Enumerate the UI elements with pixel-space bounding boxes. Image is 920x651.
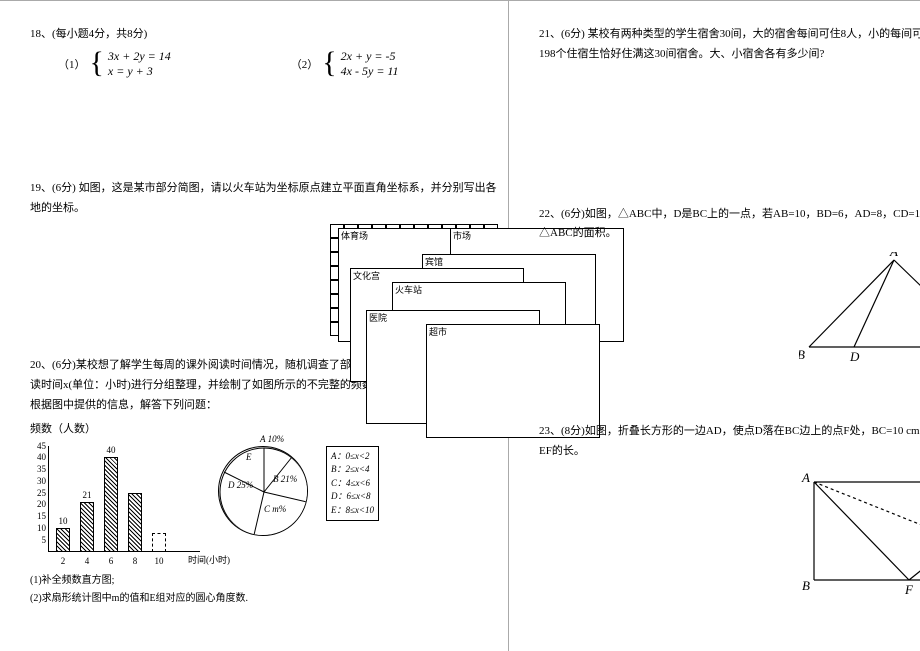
svg-text:A: A: [801, 470, 810, 485]
q19-text: 19、(6分) 如图，这是某市部分简图，请以火车站为坐标原点建立平面直角坐标系，…: [30, 179, 498, 219]
pie-C-label: C m%: [264, 504, 286, 514]
q20-sub2: (2)求扇形统计图中m的值和E组对应的圆心角度数.: [30, 590, 498, 608]
svg-text:D: D: [849, 349, 860, 362]
q18-equations: （1） { 3x + 2y = 14 x = y + 3 （2） { 2x + …: [30, 49, 498, 79]
ytick-label: 10: [37, 523, 46, 533]
svg-text:A: A: [889, 252, 898, 259]
xtick-label: 2: [61, 556, 66, 566]
ytick-label: 25: [37, 488, 46, 498]
q22-text: 22、(6分)如图，△ABC中，D是BC上的一点，若AB=10，BD=6，AD=…: [539, 205, 920, 245]
q21: 21、(6分) 某校有两种类型的学生宿舍30间，大的宿舍每间可住8人，小的每间可…: [539, 25, 920, 65]
q18-p1-label: （1）: [58, 56, 86, 72]
q18-p2-eq2: 4x - 5y = 11: [341, 64, 399, 78]
q21-text: 21、(6分) 某校有两种类型的学生宿舍30间，大的宿舍每间可住8人，小的每间可…: [539, 25, 920, 65]
bar-value-label: 21: [83, 490, 92, 500]
q18-p1-eq2: x = y + 3: [108, 64, 171, 78]
ytick-label: 35: [37, 464, 46, 474]
q20-barchart: 51015202530354045102214406810时间(小时): [30, 446, 200, 566]
q20-charts: 51015202530354045102214406810时间(小时) A 10…: [30, 446, 498, 566]
q18-header: 18、(每小题4分，共8分): [30, 25, 498, 45]
q19-grid: 体育场市场宾馆文化宫火车站医院超市: [330, 224, 498, 336]
legend-row: E：8≤x<10: [331, 504, 374, 518]
bar: [80, 502, 94, 551]
q18: 18、(每小题4分，共8分) （1） { 3x + 2y = 14 x = y …: [30, 25, 498, 79]
xtick-label: 10: [155, 556, 164, 566]
pie-E-label: E: [246, 452, 252, 462]
q20-legend: A：0≤x<2B：2≤x<4C：4≤x<6D：6≤x<8E：8≤x<10: [326, 446, 379, 522]
ytick-label: 40: [37, 452, 46, 462]
left-column: 18、(每小题4分，共8分) （1） { 3x + 2y = 14 x = y …: [0, 1, 509, 651]
q22-figure: ABDC: [799, 252, 920, 362]
q18-part2: （2） { 2x + y = -5 4x - 5y = 11: [291, 49, 399, 79]
q22: 22、(6分)如图，△ABC中，D是BC上的一点，若AB=10，BD=6，AD=…: [539, 205, 920, 363]
legend-row: C：4≤x<6: [331, 477, 374, 491]
q20-pie: [218, 446, 308, 536]
ytick-label: 5: [42, 535, 47, 545]
q23-text: 23、(8分)如图，折叠长方形的一边AD，使点D落在BC边上的点F处，BC=10…: [539, 422, 920, 462]
q23-figure: ADBCEF: [799, 470, 920, 600]
brace-icon: {: [322, 48, 336, 78]
ytick-label: 45: [37, 441, 46, 451]
legend-row: B：2≤x<4: [331, 463, 374, 477]
svg-text:B: B: [799, 347, 805, 362]
q18-part1: （1） { 3x + 2y = 14 x = y + 3: [58, 49, 171, 79]
q18-p2-eq1: 2x + y = -5: [341, 49, 399, 63]
xtick-label: 6: [109, 556, 114, 566]
q18-p1-eq1: 3x + 2y = 14: [108, 49, 171, 63]
pie-B-label: B 21%: [273, 474, 297, 484]
bar-value-label: 10: [59, 516, 68, 526]
bar-value-label: 40: [107, 445, 116, 455]
q20-sub1: (1)补全频数直方图;: [30, 572, 498, 590]
bar: [56, 528, 70, 552]
q23: 23、(8分)如图，折叠长方形的一边AD，使点D落在BC边上的点F处，BC=10…: [539, 422, 920, 600]
svg-text:B: B: [802, 578, 810, 593]
q20-pie-wrap: A 10% B 21% C m% D 25% E: [218, 446, 308, 536]
svg-text:F: F: [904, 582, 914, 597]
xtick-label: 4: [85, 556, 90, 566]
pie-A-label: A 10%: [260, 434, 284, 444]
q18-p2-label: （2）: [291, 56, 319, 72]
x-axis-label: 时间(小时): [188, 553, 230, 566]
legend-row: D：6≤x<8: [331, 490, 374, 504]
q19: 19、(6分) 如图，这是某市部分简图，请以火车站为坐标原点建立平面直角坐标系，…: [30, 179, 498, 337]
pie-D-label: D 25%: [228, 480, 253, 490]
bar: [152, 533, 166, 552]
right-column: 21、(6分) 某校有两种类型的学生宿舍30间，大的宿舍每间可住8人，小的每间可…: [509, 1, 920, 651]
brace-icon: {: [90, 48, 104, 78]
ytick-label: 15: [37, 511, 46, 521]
bar: [128, 493, 142, 552]
legend-row: A：0≤x<2: [331, 450, 374, 464]
bar: [104, 457, 118, 551]
ytick-label: 30: [37, 476, 46, 486]
xtick-label: 8: [133, 556, 138, 566]
ytick-label: 20: [37, 499, 46, 509]
